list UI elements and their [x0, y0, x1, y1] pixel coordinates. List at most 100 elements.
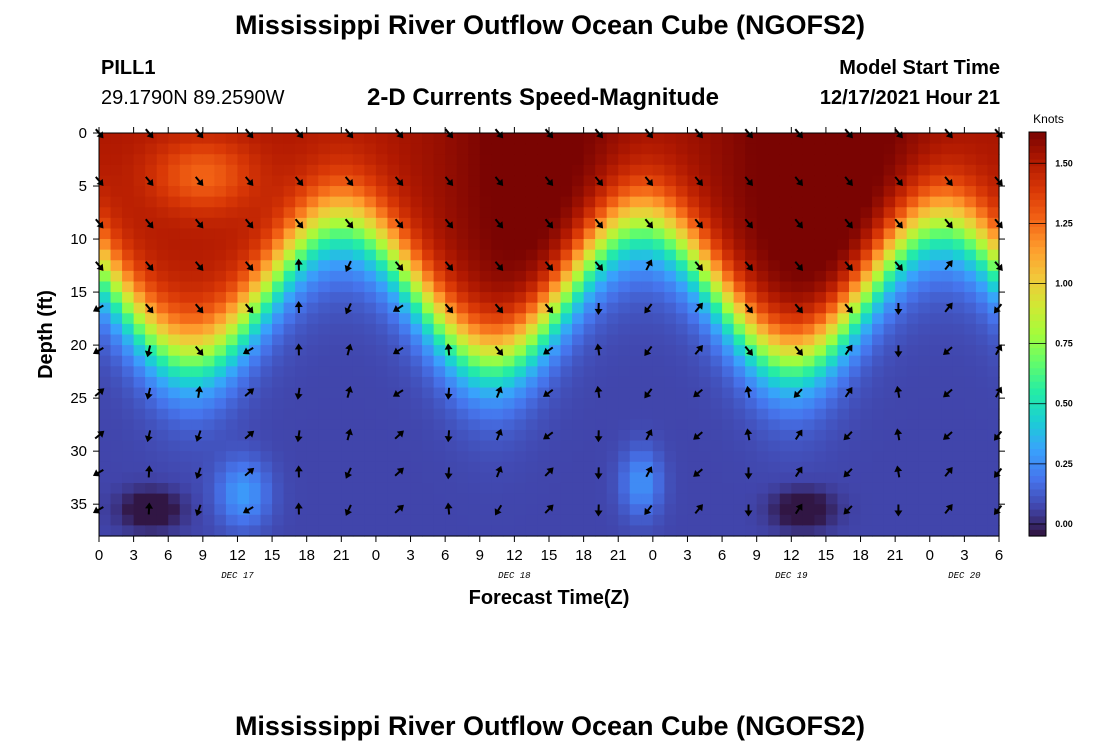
heatmap-cell — [641, 461, 654, 473]
heatmap-cell — [606, 419, 619, 431]
heatmap-cell — [491, 239, 504, 251]
heatmap-cell — [283, 186, 296, 198]
heatmap-cell — [422, 292, 435, 304]
current-arrow — [544, 261, 554, 271]
heatmap-cell — [168, 164, 181, 177]
x-tick-label: 0 — [649, 547, 657, 564]
heatmap-cell — [664, 355, 677, 367]
heatmap-cell — [606, 461, 619, 473]
heatmap-cell — [525, 504, 539, 516]
heatmap-cell — [260, 175, 273, 187]
heatmap-cell — [722, 323, 735, 336]
heatmap-cell — [306, 164, 319, 177]
heatmap-cell — [560, 217, 573, 230]
heatmap-cell — [664, 133, 677, 145]
heatmap-cell — [583, 419, 596, 431]
current-arrow — [844, 387, 853, 398]
heatmap-cell — [952, 440, 965, 452]
heatmap-cell — [560, 461, 573, 473]
heatmap-cell — [860, 196, 873, 208]
heatmap-cell — [814, 366, 827, 378]
heatmap-cell — [606, 133, 619, 145]
heatmap-cell — [629, 313, 642, 325]
heatmap-cell — [583, 196, 596, 208]
heatmap-cell — [941, 133, 954, 145]
heatmap-cell — [710, 217, 723, 230]
heatmap-cell — [110, 366, 123, 378]
heatmap-cell — [814, 175, 827, 187]
heatmap-cell — [191, 482, 204, 495]
heatmap-cell — [341, 493, 354, 505]
heatmap-cell — [860, 186, 873, 198]
current-arrow — [194, 303, 204, 314]
heatmap-cell — [387, 196, 400, 208]
heatmap-cell — [214, 249, 227, 261]
heatmap-cell — [733, 440, 746, 452]
heatmap-cell — [502, 207, 515, 219]
heatmap-cell — [283, 196, 296, 208]
heatmap-cell — [756, 239, 769, 251]
heatmap-cell — [918, 334, 931, 346]
y-tick-label: 5 — [79, 178, 87, 195]
heatmap-cell — [975, 154, 989, 166]
heatmap-cell — [214, 207, 227, 219]
heatmap-cell — [260, 186, 273, 198]
heatmap-cell — [479, 472, 492, 484]
heatmap-cell — [237, 514, 250, 526]
heatmap-cell — [849, 345, 862, 357]
heatmap-cell — [387, 429, 400, 442]
heatmap-cell — [191, 345, 204, 357]
heatmap-cell — [906, 387, 919, 399]
colorbar-tick-label: 0.75 — [1055, 339, 1073, 349]
heatmap-cell — [572, 366, 585, 378]
heatmap-cell — [791, 164, 804, 177]
heatmap-cell — [549, 525, 562, 537]
heatmap-cell — [572, 302, 585, 314]
heatmap-cell — [272, 440, 285, 452]
heatmap-cell — [272, 514, 285, 526]
heatmap-cell — [941, 154, 954, 166]
heatmap-cell — [952, 281, 965, 293]
heatmap-cell — [433, 482, 446, 495]
heatmap-cell — [779, 472, 792, 484]
heatmap-cell — [975, 482, 989, 495]
heatmap-cell — [825, 440, 839, 452]
heatmap-cell — [549, 376, 562, 389]
heatmap-cell — [514, 143, 527, 155]
heatmap-cell — [387, 451, 400, 463]
heatmap-cell — [629, 366, 642, 378]
heatmap-cell — [156, 376, 169, 389]
heatmap-cell — [168, 302, 181, 314]
heatmap-cell — [825, 302, 839, 314]
heatmap-cell — [122, 440, 135, 452]
heatmap-cell — [341, 525, 354, 537]
heatmap-cell — [133, 451, 146, 463]
heatmap-cell — [733, 334, 746, 346]
heatmap-cell — [202, 239, 215, 251]
heatmap-cell — [906, 292, 919, 304]
heatmap-cell — [722, 217, 735, 230]
heatmap-cell — [122, 355, 135, 367]
heatmap-cell — [387, 482, 400, 495]
heatmap-cell — [410, 451, 423, 463]
heatmap-cell — [179, 313, 192, 325]
heatmap-cell — [952, 186, 965, 198]
heatmap-cell — [225, 366, 239, 378]
heatmap-cell — [652, 239, 665, 251]
heatmap-cell — [549, 133, 562, 145]
heatmap-cell — [895, 292, 908, 304]
heatmap-cell — [387, 207, 400, 219]
heatmap-cell — [191, 461, 204, 473]
heatmap-cell — [272, 461, 285, 473]
heatmap-cell — [99, 493, 112, 505]
heatmap-cell — [779, 323, 792, 336]
heatmap-cell — [837, 217, 850, 230]
heatmap-cell — [664, 514, 677, 526]
heatmap-cell — [283, 514, 296, 526]
heatmap-cell — [606, 270, 619, 283]
heatmap-cell — [860, 429, 873, 442]
current-arrow — [644, 303, 653, 314]
current-arrow — [194, 261, 204, 271]
heatmap-cell — [479, 514, 492, 526]
heatmap-cell — [964, 260, 977, 272]
